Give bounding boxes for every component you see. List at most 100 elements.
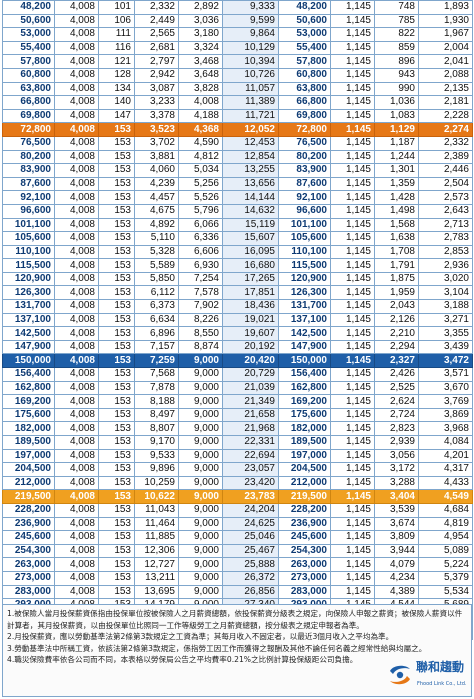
table-cell: 3,670 (418, 380, 473, 396)
table-cell: 153 (98, 176, 135, 192)
table-cell: 121 (98, 54, 135, 69)
table-cell: 12,854 (222, 149, 279, 165)
table-cell: 4,008 (54, 435, 99, 450)
table-cell: 1,893 (418, 0, 473, 15)
table-cell: 10,726 (222, 67, 279, 83)
table-cell: 128 (98, 67, 135, 83)
table-cell: 4,008 (54, 135, 99, 151)
table-cell: 3,439 (418, 339, 473, 355)
table-cell: 17,851 (222, 285, 279, 301)
note-3: 3.勞動基準法中所稱工資，依該法第2條第3款規定，係指勞工因工作而獲得之報酬及其… (7, 643, 427, 653)
table-cell: 2,624 (374, 394, 419, 409)
table-cell: 63,800 (278, 81, 331, 97)
table-cell: 153 (98, 353, 135, 369)
table-cell: 7,578 (178, 285, 223, 301)
table-cell: 7,157 (134, 339, 179, 355)
table-cell: 153 (98, 407, 135, 423)
table-cell: 175,600 (2, 407, 55, 423)
table-cell: 22,694 (222, 448, 279, 464)
table-cell: 4,008 (54, 81, 99, 97)
table-cell: 3,828 (178, 81, 223, 97)
table-cell: 1,145 (330, 339, 375, 355)
table-cell: 4,201 (418, 448, 473, 464)
table-cell: 3,056 (374, 448, 419, 464)
table-cell: 1,145 (330, 176, 375, 192)
table-cell: 3,523 (134, 122, 179, 137)
table-cell: 263,000 (2, 557, 55, 572)
table-cell: 197,000 (2, 448, 55, 464)
table-cell: 6,634 (134, 312, 179, 328)
table-cell: 4,008 (54, 0, 99, 15)
table-cell: 147,900 (278, 339, 331, 355)
table-cell: 4,008 (54, 407, 99, 423)
table-cell: 2,942 (134, 67, 179, 83)
table-cell: 11,057 (222, 81, 279, 97)
table-cell: 153 (98, 475, 135, 491)
table-cell: 10,259 (134, 475, 179, 491)
table-cell: 3,968 (418, 421, 473, 436)
table-cell: 1,145 (330, 380, 375, 396)
table-cell: 5,589 (134, 258, 179, 273)
table-row: 245,600 4,008 153 11,885 9,000 25,046 245,600 1… (2, 530, 473, 545)
table-cell: 3,702 (134, 135, 179, 151)
table-cell: 4,008 (54, 54, 99, 69)
table-cell: 50,600 (278, 13, 331, 29)
table-cell: 162,800 (2, 380, 55, 396)
table-cell: 1,145 (330, 27, 375, 42)
table-cell: 25,467 (222, 543, 279, 559)
table-cell: 197,000 (278, 448, 331, 464)
table-cell: 153 (98, 448, 135, 464)
table-cell: 153 (98, 489, 135, 504)
table-cell: 1,930 (418, 13, 473, 29)
table-cell: 6,606 (178, 244, 223, 260)
table-cell: 219,500 (2, 489, 55, 504)
table-cell: 153 (98, 421, 135, 436)
table-cell: 1,083 (374, 108, 419, 124)
table-cell: 4,079 (374, 557, 419, 572)
table-cell: 169,200 (278, 394, 331, 409)
table-cell: 21,968 (222, 421, 279, 436)
table-cell: 150,000 (278, 353, 331, 369)
table-row: 55,400 4,008 116 2,681 3,324 10,129 55,400 1,14… (2, 40, 473, 56)
table-cell: 4,684 (418, 502, 473, 518)
table-cell: 1,145 (330, 394, 375, 409)
table-cell: 153 (98, 217, 135, 233)
table-cell: 153 (98, 530, 135, 545)
table-cell: 2,936 (418, 258, 473, 273)
table-cell: 273,000 (2, 570, 55, 586)
table-cell: 1,145 (330, 217, 375, 233)
note-4: 4.職災保險費率依各公司而不同，本表格以勞保局公告之平均費率0.21%之比例計算… (7, 655, 358, 664)
table-cell: 50,600 (2, 13, 55, 29)
table-cell: 2,449 (134, 13, 179, 29)
table-row: 120,900 4,008 153 5,850 7,254 17,265 120,900 1,… (2, 271, 473, 287)
table-cell: 142,500 (278, 326, 331, 341)
table-cell: 126,300 (278, 285, 331, 301)
table-cell: 153 (98, 135, 135, 151)
table-cell: 1,145 (330, 54, 375, 69)
table-cell: 9,000 (178, 475, 223, 491)
table-cell: 2,892 (178, 0, 223, 15)
table-cell: 83,900 (2, 163, 55, 178)
table-cell: 10,622 (134, 489, 179, 504)
table-cell: 66,800 (278, 95, 331, 110)
table-cell: 9,000 (178, 530, 223, 545)
table-cell: 153 (98, 543, 135, 559)
table-cell: 25,888 (222, 557, 279, 572)
table-cell: 116 (98, 40, 135, 56)
table-cell: 2,426 (374, 367, 419, 382)
table-row: 63,800 4,008 134 3,087 3,828 11,057 63,800 1,14… (2, 81, 473, 97)
table-cell: 23,783 (222, 489, 279, 504)
table-cell: 3,378 (134, 108, 179, 124)
table-cell: 60,800 (2, 67, 55, 83)
table-row: 204,500 4,008 153 9,896 9,000 23,057 204,500 1,… (2, 462, 473, 477)
table-cell: 4,819 (418, 516, 473, 532)
table-cell: 3,674 (374, 516, 419, 532)
table-cell: 3,271 (418, 312, 473, 328)
table-cell: 2,327 (374, 353, 419, 369)
table-cell: 5,110 (134, 231, 179, 246)
table-cell: 1,129 (374, 122, 419, 137)
table-cell: 3,944 (374, 543, 419, 559)
table-cell: 16,095 (222, 244, 279, 260)
table-cell: 105,600 (278, 231, 331, 246)
table-cell: 7,259 (134, 353, 179, 369)
